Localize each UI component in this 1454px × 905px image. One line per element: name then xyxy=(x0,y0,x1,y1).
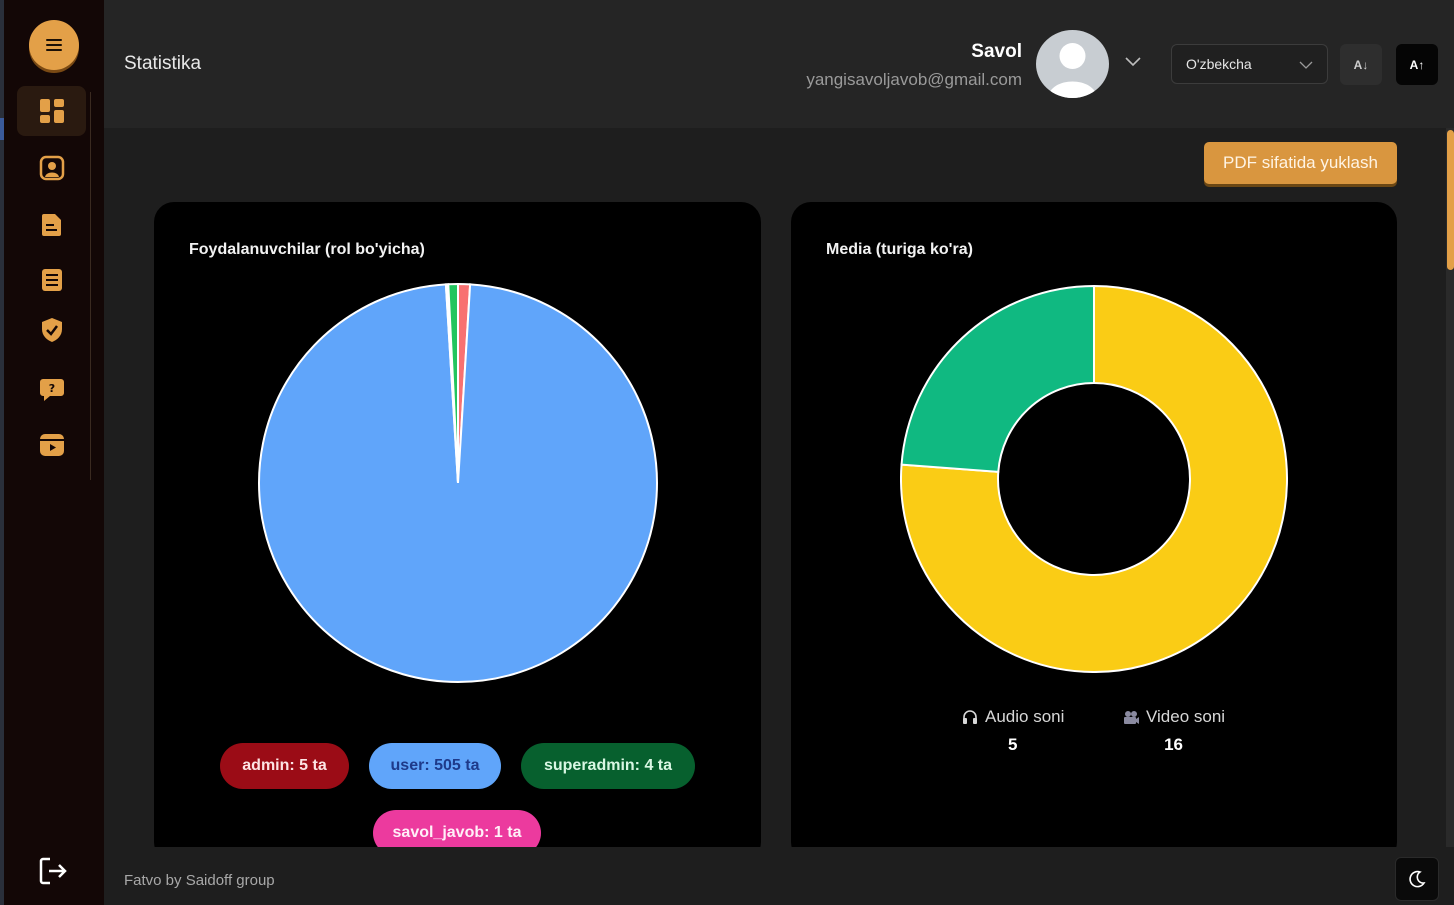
legend-admin: admin: 5 ta xyxy=(220,743,349,789)
sidebar-item-dashboard[interactable] xyxy=(17,86,86,136)
dashboard-icon xyxy=(39,99,64,123)
sidebar-edge-marker xyxy=(0,118,4,140)
users-by-role-card: Foydalanuvchilar (rol bo'yicha) admin: 5… xyxy=(154,202,761,862)
sidebar-item-questions[interactable]: ? xyxy=(17,364,86,414)
pie-slice-superadmin xyxy=(447,282,459,484)
legend-user: user: 505 ta xyxy=(369,743,501,789)
legend-superadmin: superadmin: 4 ta xyxy=(521,743,695,789)
document-icon xyxy=(41,214,61,236)
audio-count: 5 xyxy=(1007,735,1018,754)
audio-stat: Audio soni 5 xyxy=(961,707,1064,755)
user-profile-icon xyxy=(39,155,64,181)
user-name: Savol xyxy=(971,41,1022,62)
sidebar: ? xyxy=(0,0,104,905)
sidebar-divider xyxy=(90,92,91,480)
chevron-down-icon xyxy=(1299,61,1313,69)
donut-slice-video xyxy=(900,285,1288,673)
sidebar-item-books[interactable] xyxy=(17,255,86,305)
question-chat-icon: ? xyxy=(39,379,64,401)
donut-slice-audio xyxy=(900,285,1095,473)
headphones-icon xyxy=(963,710,977,724)
sidebar-item-security[interactable] xyxy=(17,305,86,355)
video-label: Video soni xyxy=(1146,707,1226,726)
users-pie-chart xyxy=(258,282,658,683)
users-card-title: Foydalanuvchilar (rol bo'yicha) xyxy=(189,241,425,258)
book-icon xyxy=(41,269,62,291)
sidebar-item-documents[interactable] xyxy=(17,200,86,250)
sort-descending-button[interactable]: A↑ xyxy=(1396,44,1438,85)
pie-slice-user xyxy=(258,283,658,683)
page-scrollbar-track[interactable] xyxy=(1446,128,1454,847)
language-select-value: O'zbekcha xyxy=(1186,56,1252,72)
footer-credit: Fatvo by Saidoff group xyxy=(124,872,275,889)
sidebar-item-media[interactable] xyxy=(17,420,86,470)
video-count: 16 xyxy=(1164,735,1183,754)
video-play-icon xyxy=(39,434,64,456)
video-camera-icon xyxy=(1124,711,1139,724)
sort-ascending-button[interactable]: A↓ xyxy=(1340,44,1382,85)
theme-toggle-button[interactable] xyxy=(1395,857,1439,901)
avatar[interactable] xyxy=(1036,30,1109,98)
media-card-title: Media (turiga ko'ra) xyxy=(826,241,973,258)
sidebar-item-profile[interactable] xyxy=(17,143,86,193)
page-title: Statistika xyxy=(124,53,202,74)
user-menu-chevron-icon[interactable] xyxy=(1124,52,1142,70)
media-donut-chart xyxy=(900,285,1288,673)
audio-label: Audio soni xyxy=(985,707,1065,726)
moon-icon xyxy=(1409,870,1426,888)
shield-check-icon xyxy=(41,318,62,342)
download-pdf-button[interactable]: PDF sifatida yuklash xyxy=(1204,142,1397,184)
svg-text:?: ? xyxy=(48,382,54,395)
page-scrollbar-thumb[interactable] xyxy=(1447,130,1454,270)
hamburger-icon xyxy=(46,39,62,51)
menu-toggle-button[interactable] xyxy=(29,20,79,70)
top-header: Statistika Savol yangisavoljavob@gmail.c… xyxy=(104,0,1454,128)
sidebar-edge xyxy=(0,0,4,905)
media-by-type-card: Media (turiga ko'ra) Audio soni 5 xyxy=(791,202,1397,862)
video-stat: Video soni 16 xyxy=(1122,707,1225,755)
default-avatar-icon xyxy=(1048,43,1097,98)
footer: Fatvo by Saidoff group xyxy=(104,847,1454,905)
language-select[interactable]: O'zbekcha xyxy=(1171,44,1328,84)
user-email: yangisavoljavob@gmail.com xyxy=(806,70,1022,89)
logout-icon[interactable] xyxy=(36,854,70,888)
